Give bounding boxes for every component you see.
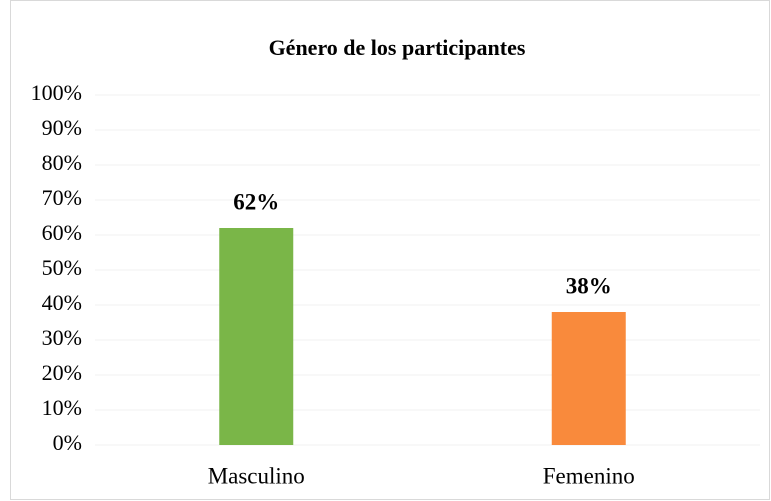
y-tick-label: 40% [42,290,82,315]
y-tick-label: 90% [42,115,82,140]
x-tick-label: Masculino [208,463,305,488]
chart-title: Género de los participantes [269,35,526,60]
y-tick-label: 10% [42,395,82,420]
y-tick-label: 100% [31,80,82,105]
y-tick-label: 60% [42,220,82,245]
x-tick-label: Femenino [543,463,635,488]
y-tick-label: 70% [42,185,82,210]
y-tick-label: 50% [42,255,82,280]
bar [219,228,294,445]
y-tick-label: 0% [53,430,82,455]
data-label: 62% [233,189,279,214]
bar [551,312,626,445]
chart-frame [10,0,770,500]
y-tick-label: 20% [42,360,82,385]
y-tick-label: 30% [42,325,82,350]
data-label: 38% [566,273,612,298]
y-tick-label: 80% [42,150,82,175]
